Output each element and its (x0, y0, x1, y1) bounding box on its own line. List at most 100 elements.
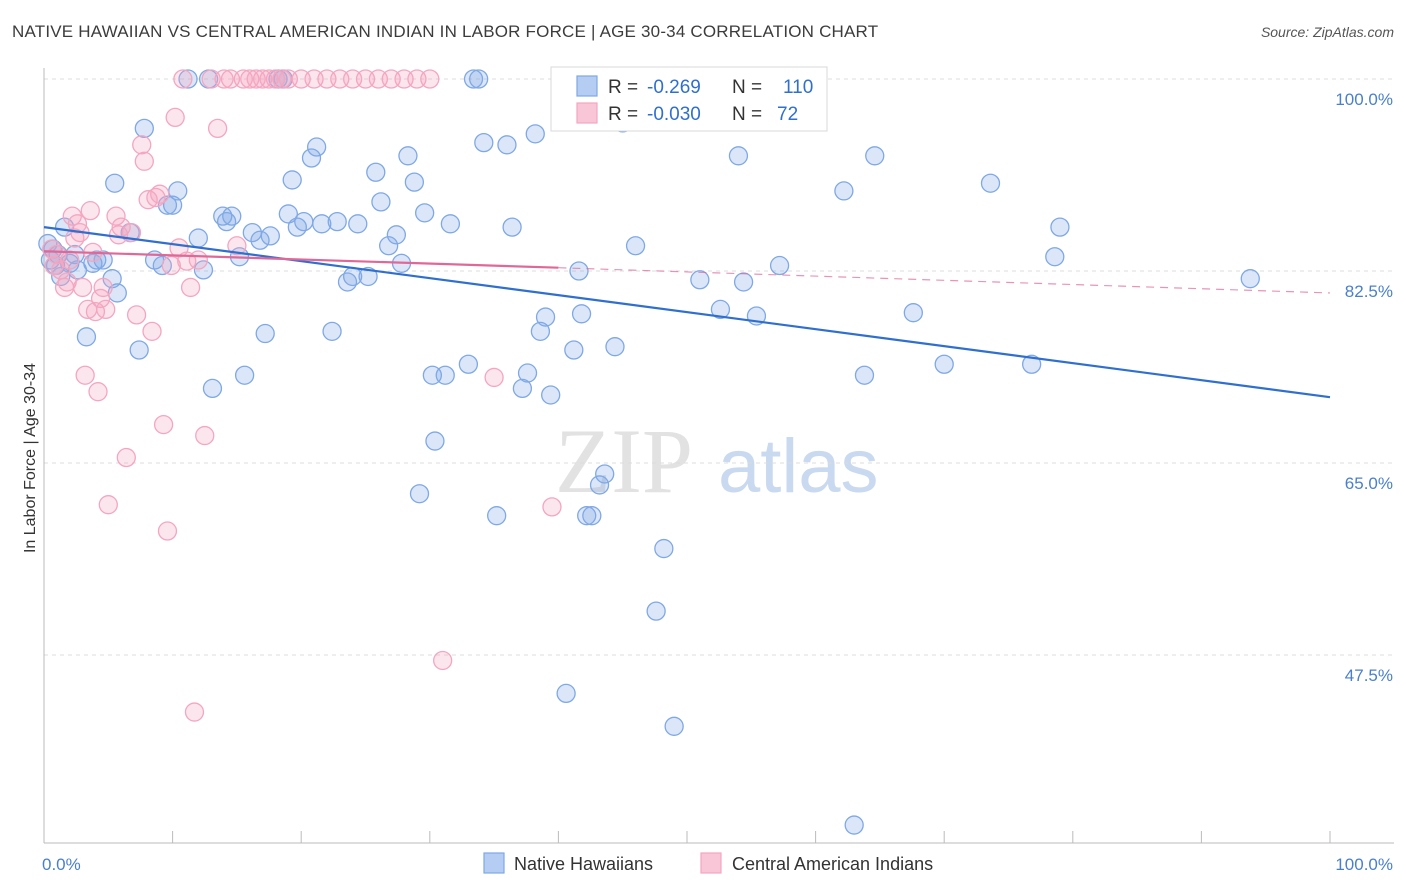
central-american-indian-trend-extension (558, 267, 1331, 294)
native-hawaiian-point-94 (710, 299, 731, 320)
legend-swatch-native-hawaiians (576, 75, 598, 97)
central-american-indian-point-6 (60, 250, 80, 270)
trend-lines (43, 226, 1331, 399)
central-american-indian-point-69 (433, 650, 453, 671)
native-hawaiian-point-83 (582, 506, 602, 526)
legend-r-value-2: -0.030 (647, 104, 701, 125)
native-hawaiian-point-69 (487, 506, 507, 526)
x-tick-label-max: 100.0% (1335, 855, 1393, 874)
x-tick-marks (172, 831, 1331, 843)
native-hawaiian-point-50 (348, 214, 368, 234)
central-american-indian-point-24 (111, 217, 131, 237)
central-american-indian-point-71 (542, 497, 562, 517)
native-hawaiian-point-24 (188, 228, 208, 248)
native-hawaiian-point-16 (129, 340, 149, 360)
central-american-indian-point-39 (173, 69, 193, 89)
x-tick-label-min: 0.0% (42, 855, 81, 874)
native-hawaiian-point-23 (178, 69, 198, 89)
native-hawaiian-point-22 (168, 181, 188, 201)
legend-n-label-1: N = (732, 77, 762, 98)
central-american-indian-point-42 (184, 702, 205, 722)
native-hawaiian-point-110 (1050, 217, 1070, 237)
central-american-indian-point-34 (153, 414, 174, 435)
native-hawaiian-point-21 (162, 195, 183, 215)
native-hawaiian-point-86 (605, 337, 625, 357)
watermark-light: atlas (718, 424, 879, 509)
watermark: ZIP atlas (555, 410, 879, 512)
legend-r-value-1: -0.269 (647, 77, 701, 98)
series-legend-label-1: Native Hawaiians (514, 854, 653, 874)
native-hawaiian-point-59 (409, 484, 430, 504)
central-american-indian-point-33 (150, 184, 170, 204)
native-hawaiian-point-34 (250, 230, 270, 250)
stats-legend: R = -0.269 N = 110 R = -0.030 N = 72 (550, 66, 828, 132)
native-hawaiian-point-67 (469, 69, 489, 89)
central-american-indian-point-30 (138, 190, 158, 210)
central-american-indian-point-22 (106, 206, 126, 226)
native-hawaiian-point-20 (157, 195, 178, 215)
central-american-indian-point-12 (75, 365, 95, 385)
native-hawaiian-point-66 (463, 69, 484, 89)
y-tick-labels: 100.0% 82.5% 65.0% 47.5% (1335, 90, 1393, 685)
central-american-indian-point-37 (165, 107, 185, 128)
native-hawaiian-point-55 (386, 225, 407, 245)
native-hawaiian-point-109 (1045, 247, 1065, 267)
native-hawaiian-point-54 (378, 236, 399, 256)
native-hawaiian-point-58 (404, 172, 425, 192)
legend-n-label-2: N = (732, 104, 762, 125)
central-american-indian-point-8 (65, 228, 85, 248)
native-hawaiian-point-71 (502, 217, 522, 237)
central-american-indian-point-27 (126, 305, 147, 325)
central-american-indian-point-56 (272, 69, 292, 89)
legend-n-value-1: 110 (783, 77, 813, 98)
native-hawaiian-point-48 (337, 272, 358, 292)
central-american-indian-point-43 (188, 250, 208, 270)
native-hawaiian-point-81 (571, 304, 592, 324)
native-hawaiian-point-9 (76, 327, 97, 347)
native-hawaiian-point-57 (398, 146, 418, 166)
native-hawaiian-point-79 (564, 340, 584, 360)
native-hawaiian-point-52 (366, 162, 386, 182)
native-hawaiian-point-111 (1240, 269, 1260, 289)
native-hawaiian-point-36 (260, 226, 280, 246)
native-hawaiian-point-93 (690, 270, 710, 290)
native-hawaiian-point-45 (312, 214, 332, 234)
central-american-indian-point-14 (80, 201, 100, 221)
legend-r-label-1: R = (608, 77, 638, 98)
native-hawaiian-point-51 (358, 266, 378, 287)
y-tick-label-1: 82.5% (1345, 282, 1393, 301)
native-hawaiian-point-60 (415, 203, 435, 223)
native-hawaiian-point-103 (854, 365, 875, 385)
native-hawaiian-point-44 (306, 137, 327, 157)
native-hawaiian-point-104 (865, 146, 885, 166)
series-legend-swatch-2 (700, 852, 722, 874)
native-hawaiian-point-105 (903, 303, 923, 323)
native-hawaiian-point-43 (301, 148, 322, 168)
native-hawaiian-point-11 (93, 250, 113, 270)
central-american-indian-point-29 (134, 151, 154, 171)
legend-swatch-central-american-indians (576, 102, 598, 124)
chart-title: NATIVE HAWAIIAN VS CENTRAL AMERICAN INDI… (12, 22, 879, 41)
central-american-indian-point-47 (214, 69, 234, 89)
central-american-indian-point-35 (157, 521, 178, 541)
native-hawaiian-point-89 (646, 601, 666, 621)
series-legend-swatch-1 (483, 852, 505, 874)
native-hawaiian-point-74 (525, 124, 545, 144)
native-hawaiian-point-95 (728, 146, 749, 166)
native-hawaiian-point-100 (769, 255, 790, 276)
native-hawaiian-point-35 (255, 323, 275, 344)
native-hawaiian-point-101 (834, 181, 854, 201)
native-hawaiian-point-85 (595, 464, 615, 484)
central-american-indian-point-28 (132, 135, 152, 155)
native-hawaiian-point-77 (541, 385, 561, 405)
native-hawaiian-point-102 (844, 815, 864, 835)
watermark-bold: ZIP (555, 410, 693, 512)
native-hawaiian-point-113 (83, 253, 103, 273)
legend-n-value-2: 72 (777, 104, 798, 125)
native-hawaiian-point-96 (733, 272, 754, 292)
native-hawaiian-point-39 (278, 204, 298, 224)
central-american-indian-point-25 (116, 447, 136, 468)
native-hawaiian-point-17 (134, 118, 154, 139)
native-hawaiian-point-30 (222, 206, 242, 226)
